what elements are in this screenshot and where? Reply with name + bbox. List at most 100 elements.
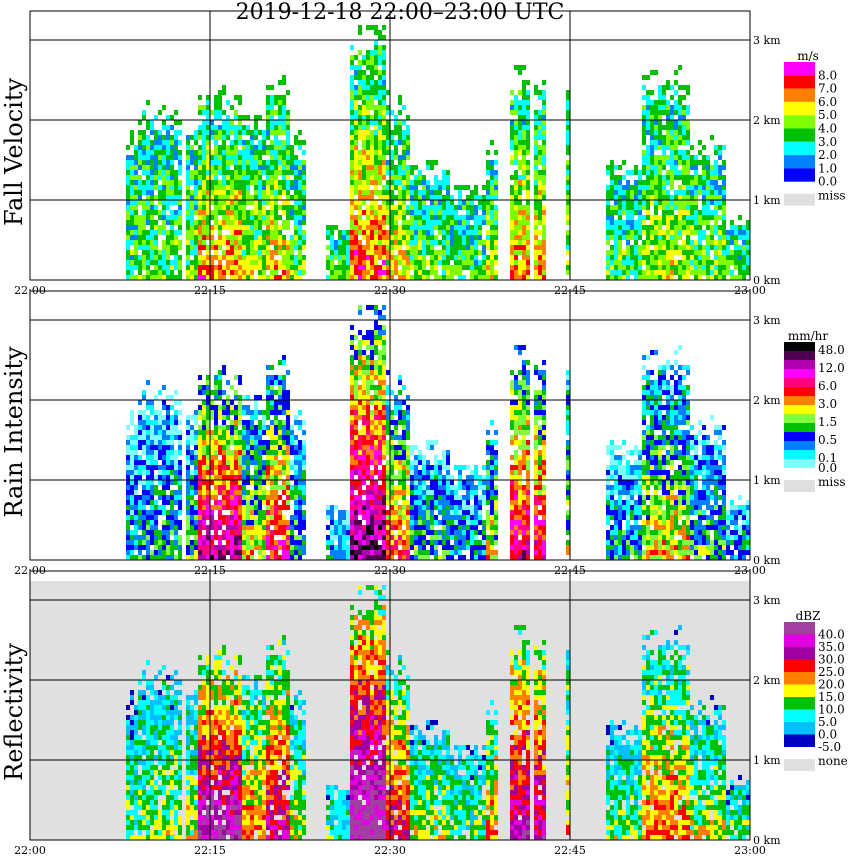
echo-cell — [474, 195, 478, 200]
echo-cell — [254, 175, 258, 180]
echo-cell — [258, 170, 262, 175]
echo-cell — [674, 225, 678, 230]
echo-cell — [714, 145, 718, 150]
echo-cell — [174, 510, 178, 515]
echo-cell — [642, 195, 646, 200]
echo-cell — [290, 240, 294, 245]
echo-cell — [298, 185, 302, 190]
echo-cell — [630, 190, 634, 195]
echo-cell — [686, 260, 690, 265]
echo-cell — [714, 170, 718, 175]
echo-cell — [690, 230, 694, 235]
echo-cell — [198, 455, 202, 460]
echo-cell — [406, 175, 410, 180]
echo-cell — [526, 260, 530, 265]
echo-cell — [494, 260, 498, 265]
echo-cell — [234, 495, 238, 500]
echo-cell — [134, 160, 138, 165]
echo-cell — [198, 500, 202, 505]
echo-cell — [254, 115, 258, 120]
echo-cell — [162, 505, 166, 510]
echo-cell — [682, 180, 686, 185]
echo-cell — [394, 155, 398, 160]
echo-cell — [258, 435, 262, 440]
echo-cell — [150, 475, 154, 480]
echo-cell — [258, 505, 262, 510]
echo-cell — [646, 210, 650, 215]
echo-cell — [450, 265, 454, 270]
echo-cell — [250, 535, 254, 540]
y-tick-label: 0 km — [753, 274, 781, 287]
echo-cell — [134, 470, 138, 475]
echo-cell — [190, 270, 194, 275]
echo-cell — [170, 275, 174, 280]
echo-cell — [126, 465, 130, 470]
echo-cell — [302, 260, 306, 265]
echo-cell — [146, 535, 150, 540]
echo-cell — [638, 250, 642, 255]
echo-cell — [474, 230, 478, 235]
echo-cell — [566, 185, 570, 190]
echo-cell — [330, 535, 334, 540]
echo-cell — [138, 160, 142, 165]
echo-cell — [174, 235, 178, 240]
echo-cell — [674, 165, 678, 170]
echo-cell — [702, 270, 706, 275]
echo-cell — [294, 475, 298, 480]
echo-cell — [298, 465, 302, 470]
echo-cell — [406, 140, 410, 145]
echo-cell — [126, 245, 130, 250]
echo-cell — [682, 160, 686, 165]
echo-cell — [718, 155, 722, 160]
echo-cell — [138, 425, 142, 430]
echo-cell — [466, 225, 470, 230]
echo-cell — [226, 245, 230, 250]
echo-cell — [222, 405, 226, 410]
echo-cell — [142, 250, 146, 255]
echo-cell — [226, 100, 230, 105]
echo-cell — [510, 155, 514, 160]
echo-cell — [138, 540, 142, 545]
echo-cell — [270, 375, 274, 380]
echo-cell — [198, 375, 202, 380]
echo-cell — [274, 140, 278, 145]
echo-cell — [186, 555, 190, 560]
echo-cell — [406, 145, 410, 150]
echo-cell — [162, 140, 166, 145]
echo-cell — [350, 95, 354, 100]
echo-cell — [354, 225, 358, 230]
echo-cell — [298, 410, 302, 415]
echo-cell — [154, 260, 158, 265]
echo-cell — [162, 495, 166, 500]
echo-cell — [382, 70, 386, 75]
echo-cell — [386, 245, 390, 250]
echo-cell — [234, 375, 238, 380]
echo-cell — [442, 195, 446, 200]
echo-cell — [174, 430, 178, 435]
echo-cell — [178, 470, 182, 475]
echo-cell — [458, 225, 462, 230]
echo-cell — [514, 150, 518, 155]
echo-cell — [382, 225, 386, 230]
echo-cell — [482, 205, 486, 210]
echo-cell — [670, 120, 674, 125]
echo-cell — [206, 270, 210, 275]
echo-cell — [202, 470, 206, 475]
echo-cell — [662, 210, 666, 215]
echo-cell — [286, 415, 290, 420]
echo-cell — [662, 165, 666, 170]
echo-cell — [150, 240, 154, 245]
echo-cell — [186, 180, 190, 185]
echo-cell — [126, 455, 130, 460]
echo-cell — [474, 205, 478, 210]
echo-cell — [674, 220, 678, 225]
echo-cell — [326, 230, 330, 235]
echo-cell — [394, 195, 398, 200]
echo-cell — [390, 170, 394, 175]
echo-cell — [302, 480, 306, 485]
echo-cell — [202, 140, 206, 145]
echo-cell — [670, 95, 674, 100]
echo-cell — [346, 510, 350, 515]
echo-cell — [206, 525, 210, 530]
echo-cell — [166, 460, 170, 465]
